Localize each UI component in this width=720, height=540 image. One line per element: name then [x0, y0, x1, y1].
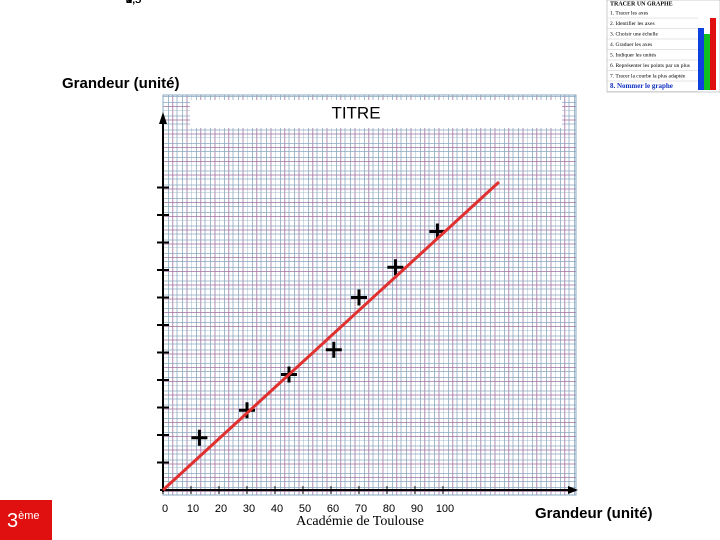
bar-green	[704, 34, 710, 90]
x-tick-label: 80	[383, 503, 395, 515]
x-tick-label: 40	[271, 503, 283, 515]
checklist-item: 3. Choisir une échelle	[610, 31, 659, 37]
y-tick-label: 5,5	[126, 0, 141, 6]
grade-badge	[0, 500, 52, 540]
x-tick-label: 60	[327, 503, 339, 515]
x-tick-label: 20	[215, 503, 227, 515]
y-tick-label: 1	[126, 0, 132, 6]
y-tick-label: 4	[126, 0, 132, 6]
y-tick-label: 2,5	[126, 0, 141, 6]
chart-title: TITRE	[331, 103, 380, 122]
data-point	[387, 259, 404, 276]
data-point	[191, 429, 208, 446]
x-tick-label: 0	[162, 503, 168, 515]
x-tick-label: 30	[243, 503, 255, 515]
checklist-item: 4. Graduer les axes	[610, 42, 652, 48]
data-point	[239, 402, 255, 419]
checklist-item: 1. Tracer les axes	[610, 10, 648, 16]
y-axis-label: Grandeur (unité)	[62, 75, 180, 92]
x-tick-label: 50	[299, 503, 311, 515]
y-tick-label: 3	[126, 0, 132, 6]
y-axis-arrow	[159, 112, 167, 124]
y-tick-label: 1,5	[126, 0, 141, 6]
y-tick-label: 3,5	[126, 0, 141, 6]
bar-blue	[698, 28, 704, 90]
x-tick-label: 90	[411, 503, 423, 515]
fit-line	[161, 180, 501, 492]
plot-marks	[161, 180, 501, 492]
y-tick-label: 0,5	[126, 0, 141, 6]
checklist-item: 7. Tracer la courbe la plus adaptée	[610, 73, 686, 79]
academy: Académie de Toulouse	[296, 514, 424, 529]
x-axis-label: Grandeur (unité)	[535, 505, 653, 522]
grade-base: 3	[7, 510, 18, 532]
checklist-item: 2. Identifier les axes	[610, 20, 655, 27]
checklist-item: 8. Nommer le graphe	[610, 82, 673, 90]
x-tick-label: 70	[355, 503, 367, 515]
title-box	[190, 100, 562, 128]
grade: 3ème	[7, 510, 40, 532]
x-axis-arrow	[568, 486, 578, 494]
x-tick-label: 10	[187, 503, 199, 515]
data-point	[351, 289, 367, 306]
x-tick-label: 100	[436, 503, 454, 515]
bar-red	[710, 18, 716, 90]
grade-sup: ème	[18, 510, 39, 522]
y-tick-label: 4,5	[126, 0, 141, 6]
checklist-item: 5. Indiquer les unités	[610, 52, 656, 58]
checklist-item: 6. Représenter les points par un plus	[610, 63, 690, 69]
y-tick-label: 5	[126, 0, 132, 6]
data-point	[325, 341, 342, 358]
checklist-title: TRACER UN GRAPHE	[610, 1, 673, 7]
y-tick-label: 2	[126, 0, 132, 6]
checklist: TRACER UN GRAPHE 1. Tracer les axes 2. Id…	[606, 0, 720, 93]
